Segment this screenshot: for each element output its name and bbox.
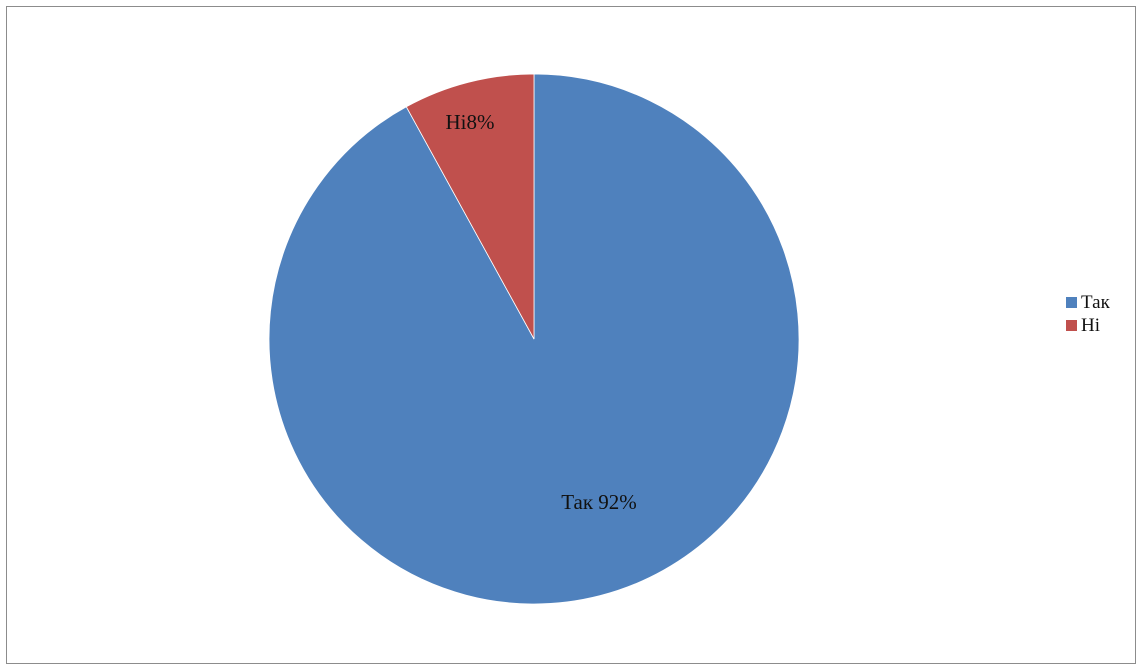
pie-slice-ni	[405, 73, 535, 340]
legend-label-tak: Так	[1081, 291, 1110, 313]
legend-swatch-ni	[1066, 320, 1077, 331]
legend-label-ni: Ні	[1081, 314, 1100, 336]
legend-item-tak: Так	[1066, 291, 1110, 314]
legend: Так Ні	[1066, 291, 1110, 337]
data-label-ni: Ні8%	[446, 110, 495, 134]
pie-slice-tak	[268, 73, 800, 605]
legend-item-ni: Ні	[1066, 314, 1110, 337]
data-label-tak: Так 92%	[561, 490, 637, 514]
legend-swatch-tak	[1066, 297, 1077, 308]
